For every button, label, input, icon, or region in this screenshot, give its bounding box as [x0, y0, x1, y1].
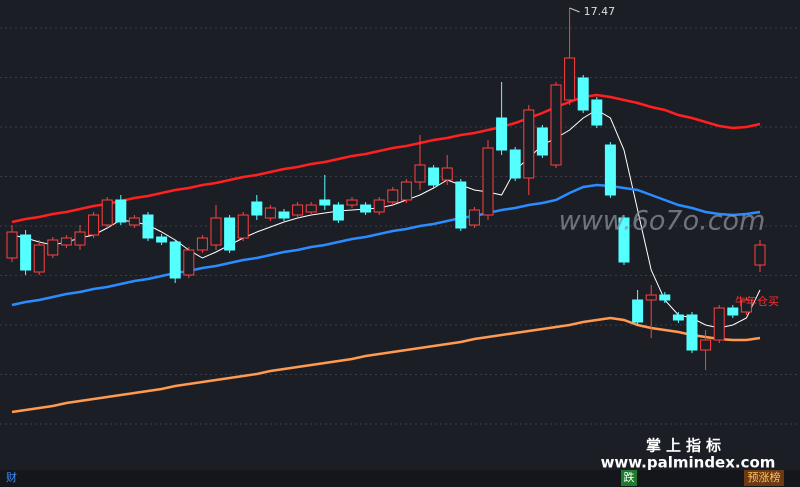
- candle-body: [400, 181, 412, 201]
- candle-body: [672, 314, 684, 321]
- candle-body: [700, 339, 712, 351]
- site: www.palmindex.com: [601, 454, 776, 472]
- candle-body: [468, 209, 480, 226]
- candle-body: [387, 189, 399, 203]
- candle-body: [618, 217, 630, 263]
- fall-tab[interactable]: 跌: [624, 470, 635, 484]
- candle-body: [251, 201, 263, 216]
- candle-body: [115, 199, 127, 223]
- candle-body: [428, 167, 440, 186]
- candle-body: [278, 211, 290, 219]
- candle-body: [509, 149, 521, 179]
- grid: [0, 27, 800, 425]
- candle-body: [645, 294, 657, 301]
- candle-body: [604, 144, 616, 196]
- candle-body: [727, 307, 739, 316]
- ma-line: [11, 93, 761, 224]
- candle-body: [237, 214, 249, 239]
- candle-body: [455, 181, 467, 229]
- candle-body: [496, 117, 508, 151]
- candle-body: [550, 84, 562, 166]
- candle-body: [754, 244, 766, 266]
- ma-line: [11, 183, 761, 307]
- candle-body: [713, 307, 725, 341]
- ma-line: [11, 316, 761, 414]
- candle-body: [360, 204, 372, 213]
- candle-body: [740, 299, 752, 313]
- high-label: 17.47: [584, 5, 616, 18]
- candle-body: [577, 77, 589, 111]
- candle-body: [183, 249, 195, 276]
- candle-body: [482, 147, 494, 216]
- high-pointer: [569, 7, 580, 13]
- candle-body: [523, 109, 535, 179]
- candle-body: [128, 217, 140, 226]
- candle-body: [264, 207, 276, 219]
- candle-body: [292, 204, 304, 216]
- candle-body: [156, 236, 168, 243]
- candle-body: [33, 244, 45, 273]
- candle-body: [196, 237, 208, 251]
- candle-body: [224, 217, 236, 251]
- candle-body: [305, 204, 317, 213]
- rank-tab-bg: [744, 470, 784, 486]
- candle-body: [686, 314, 698, 351]
- candle-body: [373, 199, 385, 213]
- candle-body: [319, 199, 331, 206]
- candle-body: [88, 214, 100, 236]
- ma-lines: [11, 93, 761, 414]
- candle-body: [591, 99, 603, 126]
- candle-body: [20, 234, 32, 271]
- candle-body: [346, 199, 358, 206]
- candle-body: [564, 57, 576, 101]
- candle-body: [47, 239, 59, 256]
- candles: 17.47: [6, 5, 766, 370]
- status-bar: [0, 470, 800, 487]
- candle-body: [632, 299, 644, 323]
- watermark: www.6o7o.com: [559, 206, 766, 237]
- candle-body: [536, 127, 548, 156]
- left-tab[interactable]: 财: [6, 470, 17, 484]
- rank-tab[interactable]: 预涨榜: [748, 470, 781, 484]
- brand: 掌上指标: [646, 437, 726, 455]
- fall-tab-bg: [621, 470, 637, 486]
- candle-body: [659, 294, 671, 301]
- candle-body: [210, 217, 222, 246]
- candle-body: [414, 164, 426, 183]
- candle-body: [6, 231, 18, 259]
- candle-body: [332, 204, 344, 221]
- candle-body: [142, 214, 154, 239]
- candle-body: [441, 167, 453, 181]
- candle-body: [60, 237, 72, 246]
- signal-label: 牛年仓买: [735, 294, 779, 308]
- candle-body: [74, 231, 86, 246]
- candle-body: [169, 241, 181, 279]
- candle-body: [101, 199, 113, 226]
